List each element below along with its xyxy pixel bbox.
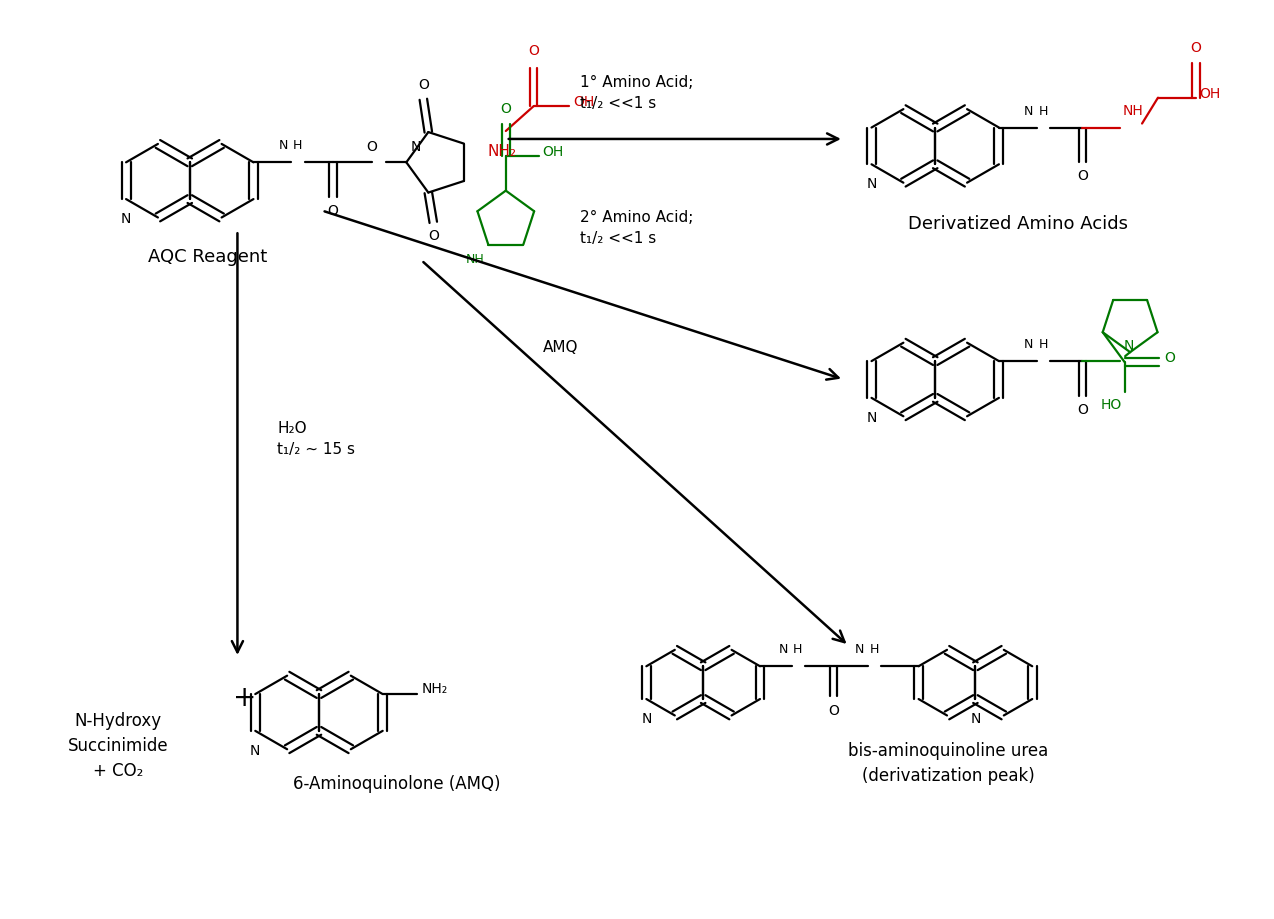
Text: N: N <box>1023 105 1033 118</box>
Text: N: N <box>121 212 131 226</box>
Text: N: N <box>279 140 288 153</box>
Text: H: H <box>293 140 303 153</box>
Text: O: O <box>828 704 840 718</box>
Text: 2° Amino Acid;
t₁/₂ <<1 s: 2° Amino Acid; t₁/₂ <<1 s <box>581 210 694 246</box>
Text: N: N <box>778 643 787 656</box>
Text: NH: NH <box>465 253 484 266</box>
Text: H₂O
t₁/₂ ~ 15 s: H₂O t₁/₂ ~ 15 s <box>278 421 355 457</box>
Text: N: N <box>410 141 420 154</box>
Text: H: H <box>1038 338 1049 351</box>
Text: OH: OH <box>543 145 564 159</box>
Text: NH₂: NH₂ <box>488 144 516 159</box>
Text: H: H <box>1038 105 1049 118</box>
Text: 6-Aminoquinolone (AMQ): 6-Aminoquinolone (AMQ) <box>293 775 501 793</box>
Text: AQC Reagent: AQC Reagent <box>148 248 268 267</box>
Text: O: O <box>1077 169 1088 183</box>
Text: O: O <box>529 44 539 59</box>
Text: 1° Amino Acid;
t₁/₂ <<1 s: 1° Amino Acid; t₁/₂ <<1 s <box>581 75 694 111</box>
Text: NH: NH <box>1122 104 1143 118</box>
Text: O: O <box>428 230 438 244</box>
Text: +: + <box>233 684 256 711</box>
Text: N-Hydroxy
Succinimide
+ CO₂: N-Hydroxy Succinimide + CO₂ <box>68 712 168 780</box>
Text: AMQ: AMQ <box>543 340 578 355</box>
Text: N: N <box>1023 338 1033 351</box>
Text: H: H <box>792 643 803 656</box>
Text: OH: OH <box>1200 86 1220 101</box>
Text: N: N <box>866 177 877 191</box>
Text: O: O <box>327 204 339 218</box>
Text: N: N <box>866 411 877 425</box>
Text: bis-aminoquinoline urea
(derivatization peak): bis-aminoquinoline urea (derivatization … <box>848 743 1049 785</box>
Text: Derivatized Amino Acids: Derivatized Amino Acids <box>907 215 1127 233</box>
Text: OH: OH <box>573 96 595 109</box>
Text: O: O <box>1077 403 1088 417</box>
Text: N: N <box>641 712 651 726</box>
Text: O: O <box>367 141 377 154</box>
Text: O: O <box>1164 351 1175 365</box>
Text: O: O <box>1190 41 1201 55</box>
Text: H: H <box>869 643 879 656</box>
Text: N: N <box>1124 339 1134 353</box>
Text: N: N <box>855 643 864 656</box>
Text: O: O <box>501 102 511 116</box>
Text: N: N <box>971 712 981 726</box>
Text: NH₂: NH₂ <box>422 682 447 696</box>
Text: N: N <box>250 743 260 758</box>
Text: HO: HO <box>1101 398 1121 412</box>
Text: O: O <box>418 78 429 92</box>
